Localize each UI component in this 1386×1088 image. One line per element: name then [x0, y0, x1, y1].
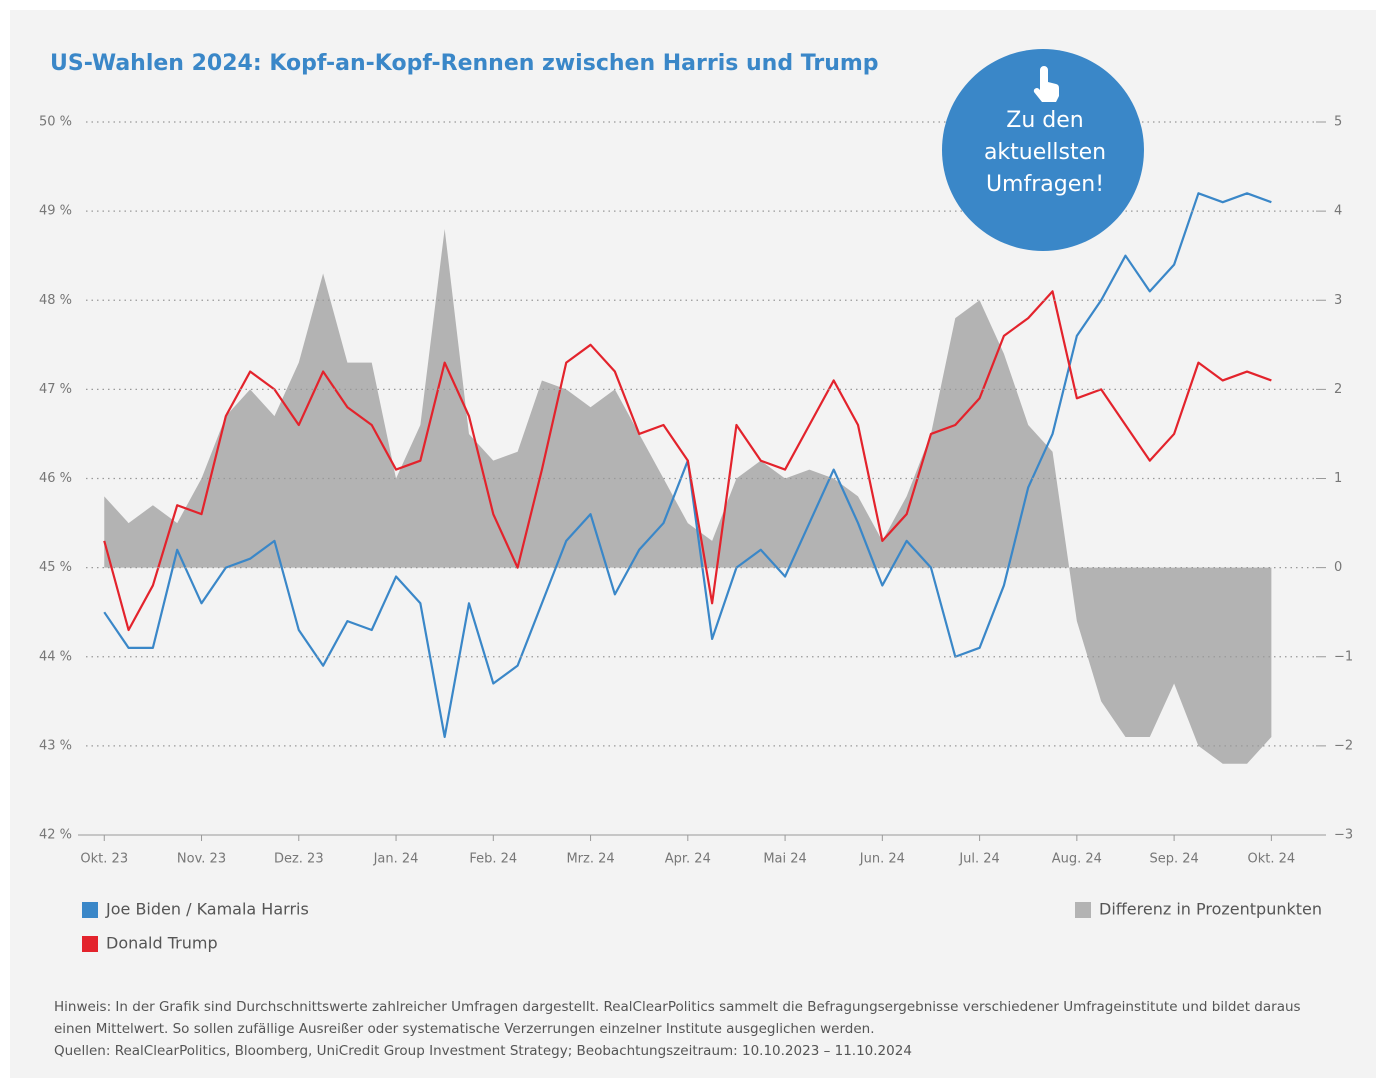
x-tick-label: Okt. 24	[1248, 852, 1296, 867]
y2-tick-label: −3	[1334, 828, 1353, 843]
x-tick-label: Sep. 24	[1149, 852, 1198, 867]
notes: Hinweis: In der Grafik sind Durchschnitt…	[54, 996, 1324, 1062]
x-tick-label: Mai 24	[763, 852, 806, 867]
hand-icon	[1033, 66, 1060, 102]
source: Quellen: RealClearPolitics, Bloomberg, U…	[54, 1043, 912, 1059]
y-tick-label: 47 %	[39, 382, 72, 397]
x-tick-label: Jun. 24	[859, 852, 905, 867]
y2-tick-label: −2	[1334, 738, 1353, 753]
button-text: Zu den	[1006, 108, 1083, 133]
legend-label: Donald Trump	[106, 934, 218, 953]
x-tick-label: Mrz. 24	[566, 852, 614, 867]
chart-title: US-Wahlen 2024: Kopf-an-Kopf-Rennen zwis…	[50, 51, 879, 76]
umfragen-button[interactable]: Zu den aktuellsten Umfragen!	[942, 49, 1144, 251]
x-tick-label: Nov. 23	[177, 852, 226, 867]
y-tick-label: 42 %	[39, 828, 72, 843]
y2-tick-label: 2	[1334, 382, 1342, 397]
y-tick-label: 48 %	[39, 293, 72, 308]
legend-swatch	[82, 936, 98, 952]
y-tick-label: 43 %	[39, 738, 72, 753]
button-text: aktuellsten	[984, 140, 1106, 165]
y-tick-label: 46 %	[39, 471, 72, 486]
button-text: Umfragen!	[986, 172, 1104, 197]
y2-tick-label: 5	[1334, 115, 1342, 130]
y2-tick-label: −1	[1334, 649, 1353, 664]
note: Hinweis: In der Grafik sind Durchschnitt…	[54, 999, 1301, 1037]
y2-tick-label: 0	[1334, 560, 1342, 575]
y-tick-label: 45 %	[39, 560, 72, 575]
legend-label: Differenz in Prozentpunkten	[1099, 900, 1322, 919]
legend-swatch	[1075, 902, 1091, 918]
chart: US-Wahlen 2024: Kopf-an-Kopf-Rennen zwis…	[39, 49, 1353, 953]
button-circle	[942, 49, 1144, 251]
x-tick-label: Jan. 24	[373, 852, 419, 867]
legend-swatch	[82, 902, 98, 918]
y2-tick-label: 1	[1334, 471, 1342, 486]
x-tick-label: Dez. 23	[274, 852, 324, 867]
legend-label: Joe Biden / Kamala Harris	[105, 900, 309, 919]
difference-area	[104, 228, 1272, 764]
y-tick-label: 44 %	[39, 649, 72, 664]
x-tick-label: Okt. 23	[80, 852, 128, 867]
y2-tick-label: 3	[1334, 293, 1342, 308]
y2-tick-label: 4	[1334, 204, 1342, 219]
x-tick-label: Apr. 24	[665, 852, 711, 867]
x-tick-label: Feb. 24	[469, 852, 517, 867]
y-tick-label: 49 %	[39, 204, 72, 219]
y-tick-label: 50 %	[39, 115, 72, 130]
series-line	[103, 290, 1272, 632]
x-tick-label: Aug. 24	[1052, 852, 1102, 867]
x-tick-label: Jul. 24	[958, 852, 1000, 867]
